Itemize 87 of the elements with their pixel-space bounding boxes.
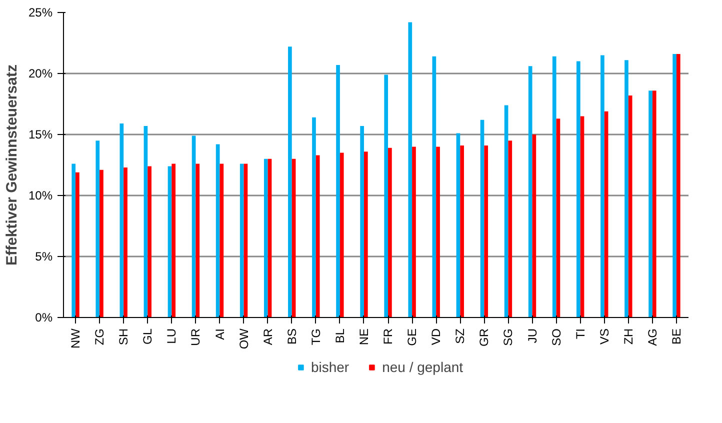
y-axis-title: Effektiver Gewinnsteuersatz — [3, 64, 20, 266]
legend-label: neu / geplant — [382, 359, 464, 375]
bar — [264, 158, 268, 318]
bar — [216, 144, 220, 318]
y-tick-label: 25% — [28, 6, 53, 20]
bar — [648, 90, 652, 318]
bar — [480, 120, 484, 318]
x-tick-label: NE — [356, 328, 371, 346]
x-tick-label: SG — [501, 328, 516, 346]
bar — [360, 126, 364, 318]
bar — [412, 146, 416, 318]
bar — [244, 164, 248, 318]
bar — [196, 164, 200, 318]
bar — [364, 152, 368, 318]
bar — [600, 55, 604, 318]
x-tick-label: UR — [188, 328, 203, 346]
bar — [436, 146, 440, 318]
y-tick-label: 0% — [35, 310, 53, 324]
x-tick-label: GE — [405, 328, 420, 346]
x-tick-label: BL — [332, 328, 347, 344]
bar — [388, 148, 392, 318]
bar — [624, 60, 628, 318]
legend-label: bisher — [310, 359, 350, 375]
bar — [456, 133, 460, 318]
x-tick-label: SO — [549, 328, 564, 346]
bar — [408, 22, 412, 318]
bar — [292, 158, 296, 318]
bar — [192, 136, 196, 318]
bar — [124, 167, 128, 318]
y-tick-label: 20% — [28, 66, 53, 80]
bar — [220, 164, 224, 318]
bar — [144, 126, 148, 318]
x-tick-label: BE — [669, 328, 684, 345]
x-tick-label: SZ — [453, 328, 468, 344]
x-tick-label: BS — [284, 328, 299, 345]
bar — [552, 56, 556, 318]
bar — [168, 166, 172, 318]
x-tick-label: AI — [212, 328, 227, 340]
bar — [460, 145, 464, 318]
bar — [576, 61, 580, 318]
bar — [76, 172, 80, 318]
bar — [316, 155, 320, 318]
bar — [604, 111, 608, 318]
bar — [288, 46, 292, 318]
x-tick-label: VS — [597, 328, 612, 345]
y-tick-label: 15% — [28, 128, 53, 142]
bar — [148, 166, 152, 318]
bar — [100, 170, 104, 318]
x-tick-label: OW — [236, 328, 251, 350]
bar — [672, 54, 676, 318]
bar — [528, 66, 532, 318]
bar — [628, 95, 632, 318]
x-tick-label: GR — [477, 328, 492, 346]
bar — [340, 152, 344, 318]
x-tick-label: FR — [381, 328, 396, 344]
bar — [652, 90, 656, 318]
x-tick-label: TG — [308, 328, 323, 346]
bar — [532, 134, 536, 318]
y-tick-label: 10% — [28, 188, 53, 202]
x-tick-label: ZG — [92, 328, 107, 346]
x-tick-label: VD — [429, 328, 444, 346]
bar — [384, 74, 388, 318]
bar — [580, 116, 584, 318]
x-tick-label: AG — [645, 328, 660, 346]
x-tick-label: NW — [68, 328, 83, 348]
bar — [240, 164, 244, 318]
bar — [676, 54, 680, 318]
bar — [72, 164, 76, 318]
bar — [120, 124, 124, 318]
x-tick-label: AR — [260, 328, 275, 346]
bar — [432, 56, 436, 318]
bar — [96, 140, 100, 318]
bar — [556, 118, 560, 318]
x-tick-label: JU — [525, 328, 540, 344]
x-tick-label: TI — [573, 328, 588, 340]
bar — [336, 64, 340, 318]
x-tick-label: GL — [140, 328, 155, 345]
bar — [484, 145, 488, 318]
bar — [268, 158, 272, 318]
x-tick-label: ZH — [621, 328, 636, 344]
y-tick-label: 5% — [35, 250, 53, 264]
bar — [172, 164, 176, 318]
bar — [508, 140, 512, 318]
bar — [312, 117, 316, 318]
x-tick-label: SH — [116, 328, 131, 346]
bar — [504, 105, 508, 318]
x-tick-label: LU — [164, 328, 179, 344]
